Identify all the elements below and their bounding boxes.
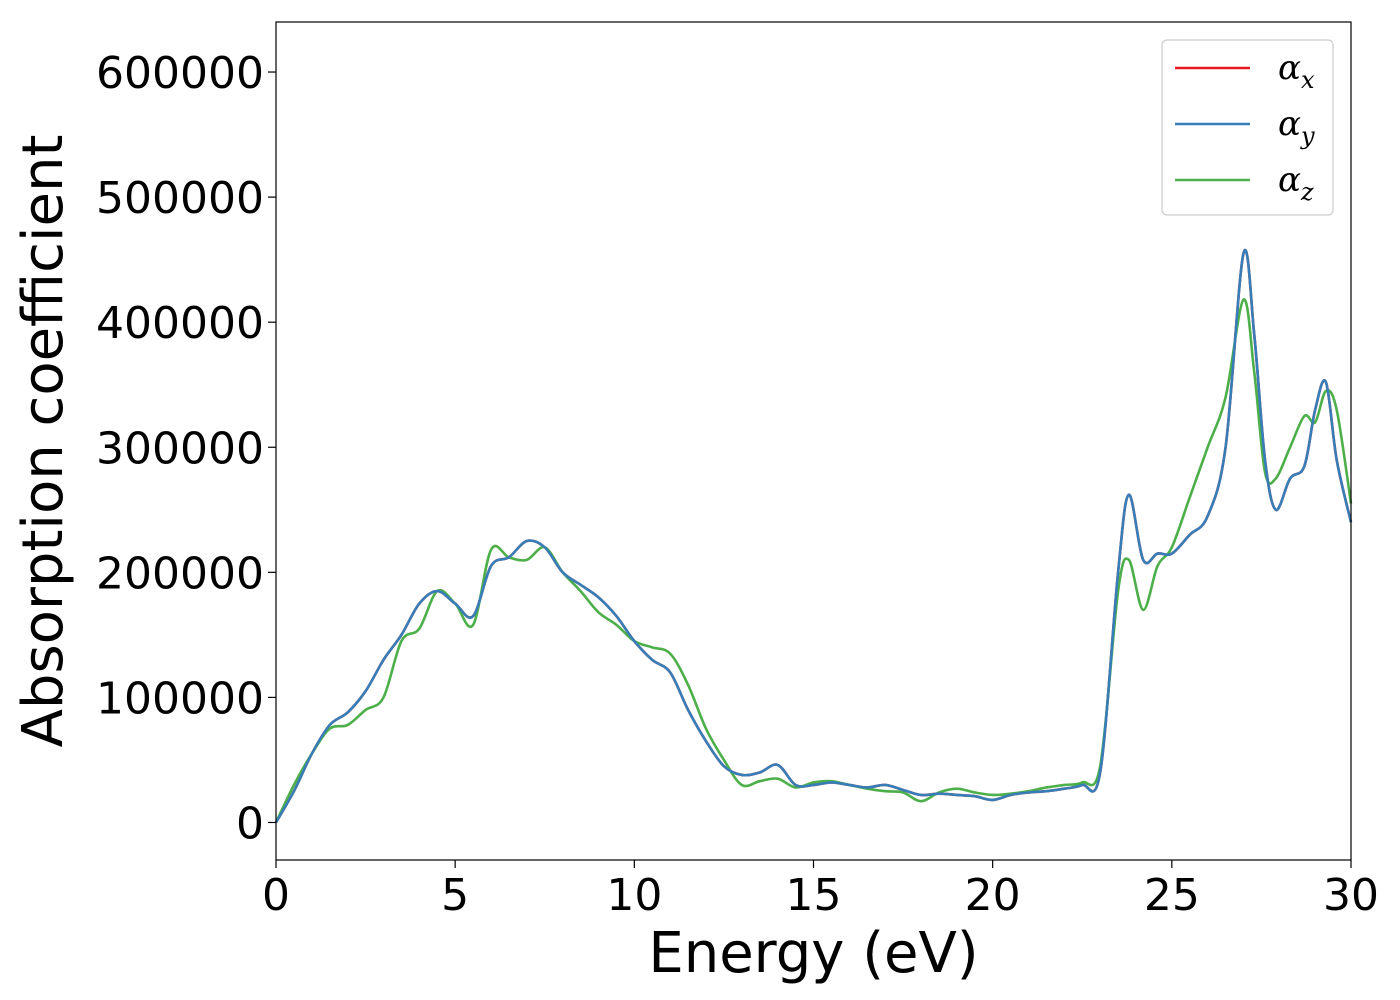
y-tick-label: 100000 xyxy=(96,673,264,724)
ticks-layer: 0 5 10 15 20 25 30 0 100000 200000 300000 400000 500… xyxy=(96,48,1379,921)
legend-label-x: αx xyxy=(1278,48,1315,94)
y-tick-label: 0 xyxy=(236,798,264,849)
legend: αx αy αz xyxy=(1161,39,1334,216)
x-tick-label: 10 xyxy=(606,870,662,921)
legend-label-z: αz xyxy=(1278,160,1314,206)
x-tick-label: 30 xyxy=(1323,870,1379,921)
plot-frame xyxy=(275,21,1352,861)
y-axis-label: Absorption coefficient xyxy=(11,135,76,748)
lines-layer xyxy=(274,248,1353,824)
y-tick-label: 500000 xyxy=(96,173,264,224)
legend-box xyxy=(1161,39,1334,216)
x-tick-label: 15 xyxy=(786,870,842,921)
y-tick-label: 300000 xyxy=(96,423,264,474)
x-tick-label: 25 xyxy=(1144,870,1200,921)
x-axis-label: Energy (eV) xyxy=(648,921,978,986)
y-tick-label: 400000 xyxy=(96,298,264,349)
x-tick-label: 20 xyxy=(965,870,1021,921)
series-line-z xyxy=(274,298,1353,824)
x-tick-label: 5 xyxy=(441,870,469,921)
y-tick-label: 200000 xyxy=(96,548,264,599)
y-tick-label: 600000 xyxy=(96,48,264,99)
x-tick-label: 0 xyxy=(262,870,290,921)
legend-label-y: αy xyxy=(1278,104,1315,150)
series-line-y xyxy=(274,248,1353,824)
